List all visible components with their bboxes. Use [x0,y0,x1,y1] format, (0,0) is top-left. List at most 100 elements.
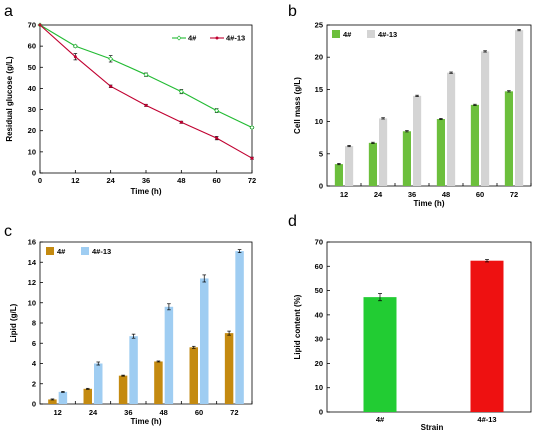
y-tick-label: 70 [315,238,323,247]
bar-4-13-24 [379,118,388,186]
y-tick-label: 25 [315,21,323,30]
bar-4-48 [436,119,445,186]
legend-swatch [367,30,375,38]
panel-letter-b: b [288,3,297,20]
data-point [144,103,148,107]
data-point [250,156,254,160]
x-axis-title: Strain [421,423,444,432]
x-tick-label: 72 [248,176,256,185]
bar-4-24 [83,388,92,404]
x-tick-label: 60 [212,176,220,185]
y-tick-label: 2 [32,379,36,388]
x-axis-title: Time (h) [414,199,445,208]
y-tick-label: 8 [32,319,36,328]
bar-4-13-12 [345,146,354,186]
y-tick-label: 60 [315,262,323,271]
x-tick-label: 48 [177,176,185,185]
legend-label: 4#-13 [226,34,245,43]
y-tick-label: 4 [32,359,37,368]
y-tick-label: 30 [28,105,36,114]
x-tick-label: 12 [71,176,79,185]
plot-frame-c [39,241,253,405]
y-axis-title: Lipid (g/L) [9,303,18,342]
bar-4-72 [224,333,234,404]
x-tick-label: 12 [53,408,61,417]
x-tick-label: 36 [124,408,132,417]
y-tick-label: 12 [28,278,36,287]
x-tick-label: 72 [230,408,238,417]
y-tick-label: 50 [28,63,36,72]
x-tick-label: 48 [442,190,450,199]
bar-4-36 [402,131,411,186]
y-tick-label: 20 [315,359,323,368]
x-tick-label: 0 [38,176,42,185]
data-point [178,89,184,95]
bar-4-13-12 [58,391,68,404]
y-tick-label: 6 [32,339,36,348]
data-point [72,43,78,49]
data-point [109,84,113,88]
y-tick-label: 5 [319,149,323,158]
series-line-4-13 [39,24,253,159]
data-point [249,125,255,131]
y-tick-label: 50 [315,286,323,295]
y-tick-label: 10 [28,147,36,156]
y-tick-label: 70 [28,21,36,30]
x-tick-label: 48 [159,408,167,417]
y-tick-label: 40 [315,310,323,319]
x-tick-label: 36 [408,190,416,199]
panel-letter-c: c [4,223,12,240]
bar-4-60 [470,104,479,186]
bar-4-13-36 [129,336,138,404]
plot-frame-d [326,241,532,413]
panel-letter-d: d [288,213,297,230]
data-point [179,120,183,124]
y-tick-label: 10 [315,383,323,392]
bar-4-13-60 [481,51,490,187]
bar-4-12 [48,399,57,404]
y-tick-label: 16 [28,238,36,247]
bar-4-13 [470,260,504,412]
y-tick-label: 14 [28,258,37,267]
y-tick-label: 0 [319,182,323,191]
data-point [215,136,219,140]
plot-frame-a [39,24,253,174]
bar-4-13-48 [164,306,174,404]
x-tick-label: 72 [510,190,518,199]
y-tick-label: 15 [315,85,323,94]
legend-marker [176,35,182,41]
x-tick-label: 4# [376,415,385,424]
y-tick-label: 60 [28,42,36,51]
data-point [214,108,220,114]
x-axis-title: Time (h) [131,417,162,426]
bar-4-36 [118,375,128,404]
legend-marker [215,36,219,40]
data-point [73,55,77,59]
y-tick-label: 30 [315,335,323,344]
legend-label: 4#-13 [378,30,397,39]
x-tick-label: 60 [195,408,203,417]
x-tick-label: 36 [142,176,150,185]
y-tick-label: 40 [28,84,36,93]
x-axis-title: Time (h) [131,187,162,196]
legend-label: 4# [57,247,66,256]
bar-4-72 [504,91,513,186]
x-tick-label: 24 [374,190,383,199]
legend-swatch [46,247,54,255]
y-tick-label: 10 [315,117,323,126]
data-point [38,23,42,27]
bar-4-13-48 [447,72,456,186]
panel-letter-a: a [4,3,13,20]
y-tick-label: 20 [28,126,36,135]
legend-label: 4# [188,34,197,43]
bar-4-13-24 [94,363,103,404]
data-point [143,72,149,78]
x-tick-label: 24 [106,176,115,185]
y-axis-title: Lipid content (%) [293,294,302,359]
x-tick-label: 4#-13 [477,415,496,424]
x-tick-label: 60 [476,190,484,199]
legend-label: 4# [343,30,352,39]
plot-frame-b [326,24,532,187]
bar-4-48 [154,361,163,404]
